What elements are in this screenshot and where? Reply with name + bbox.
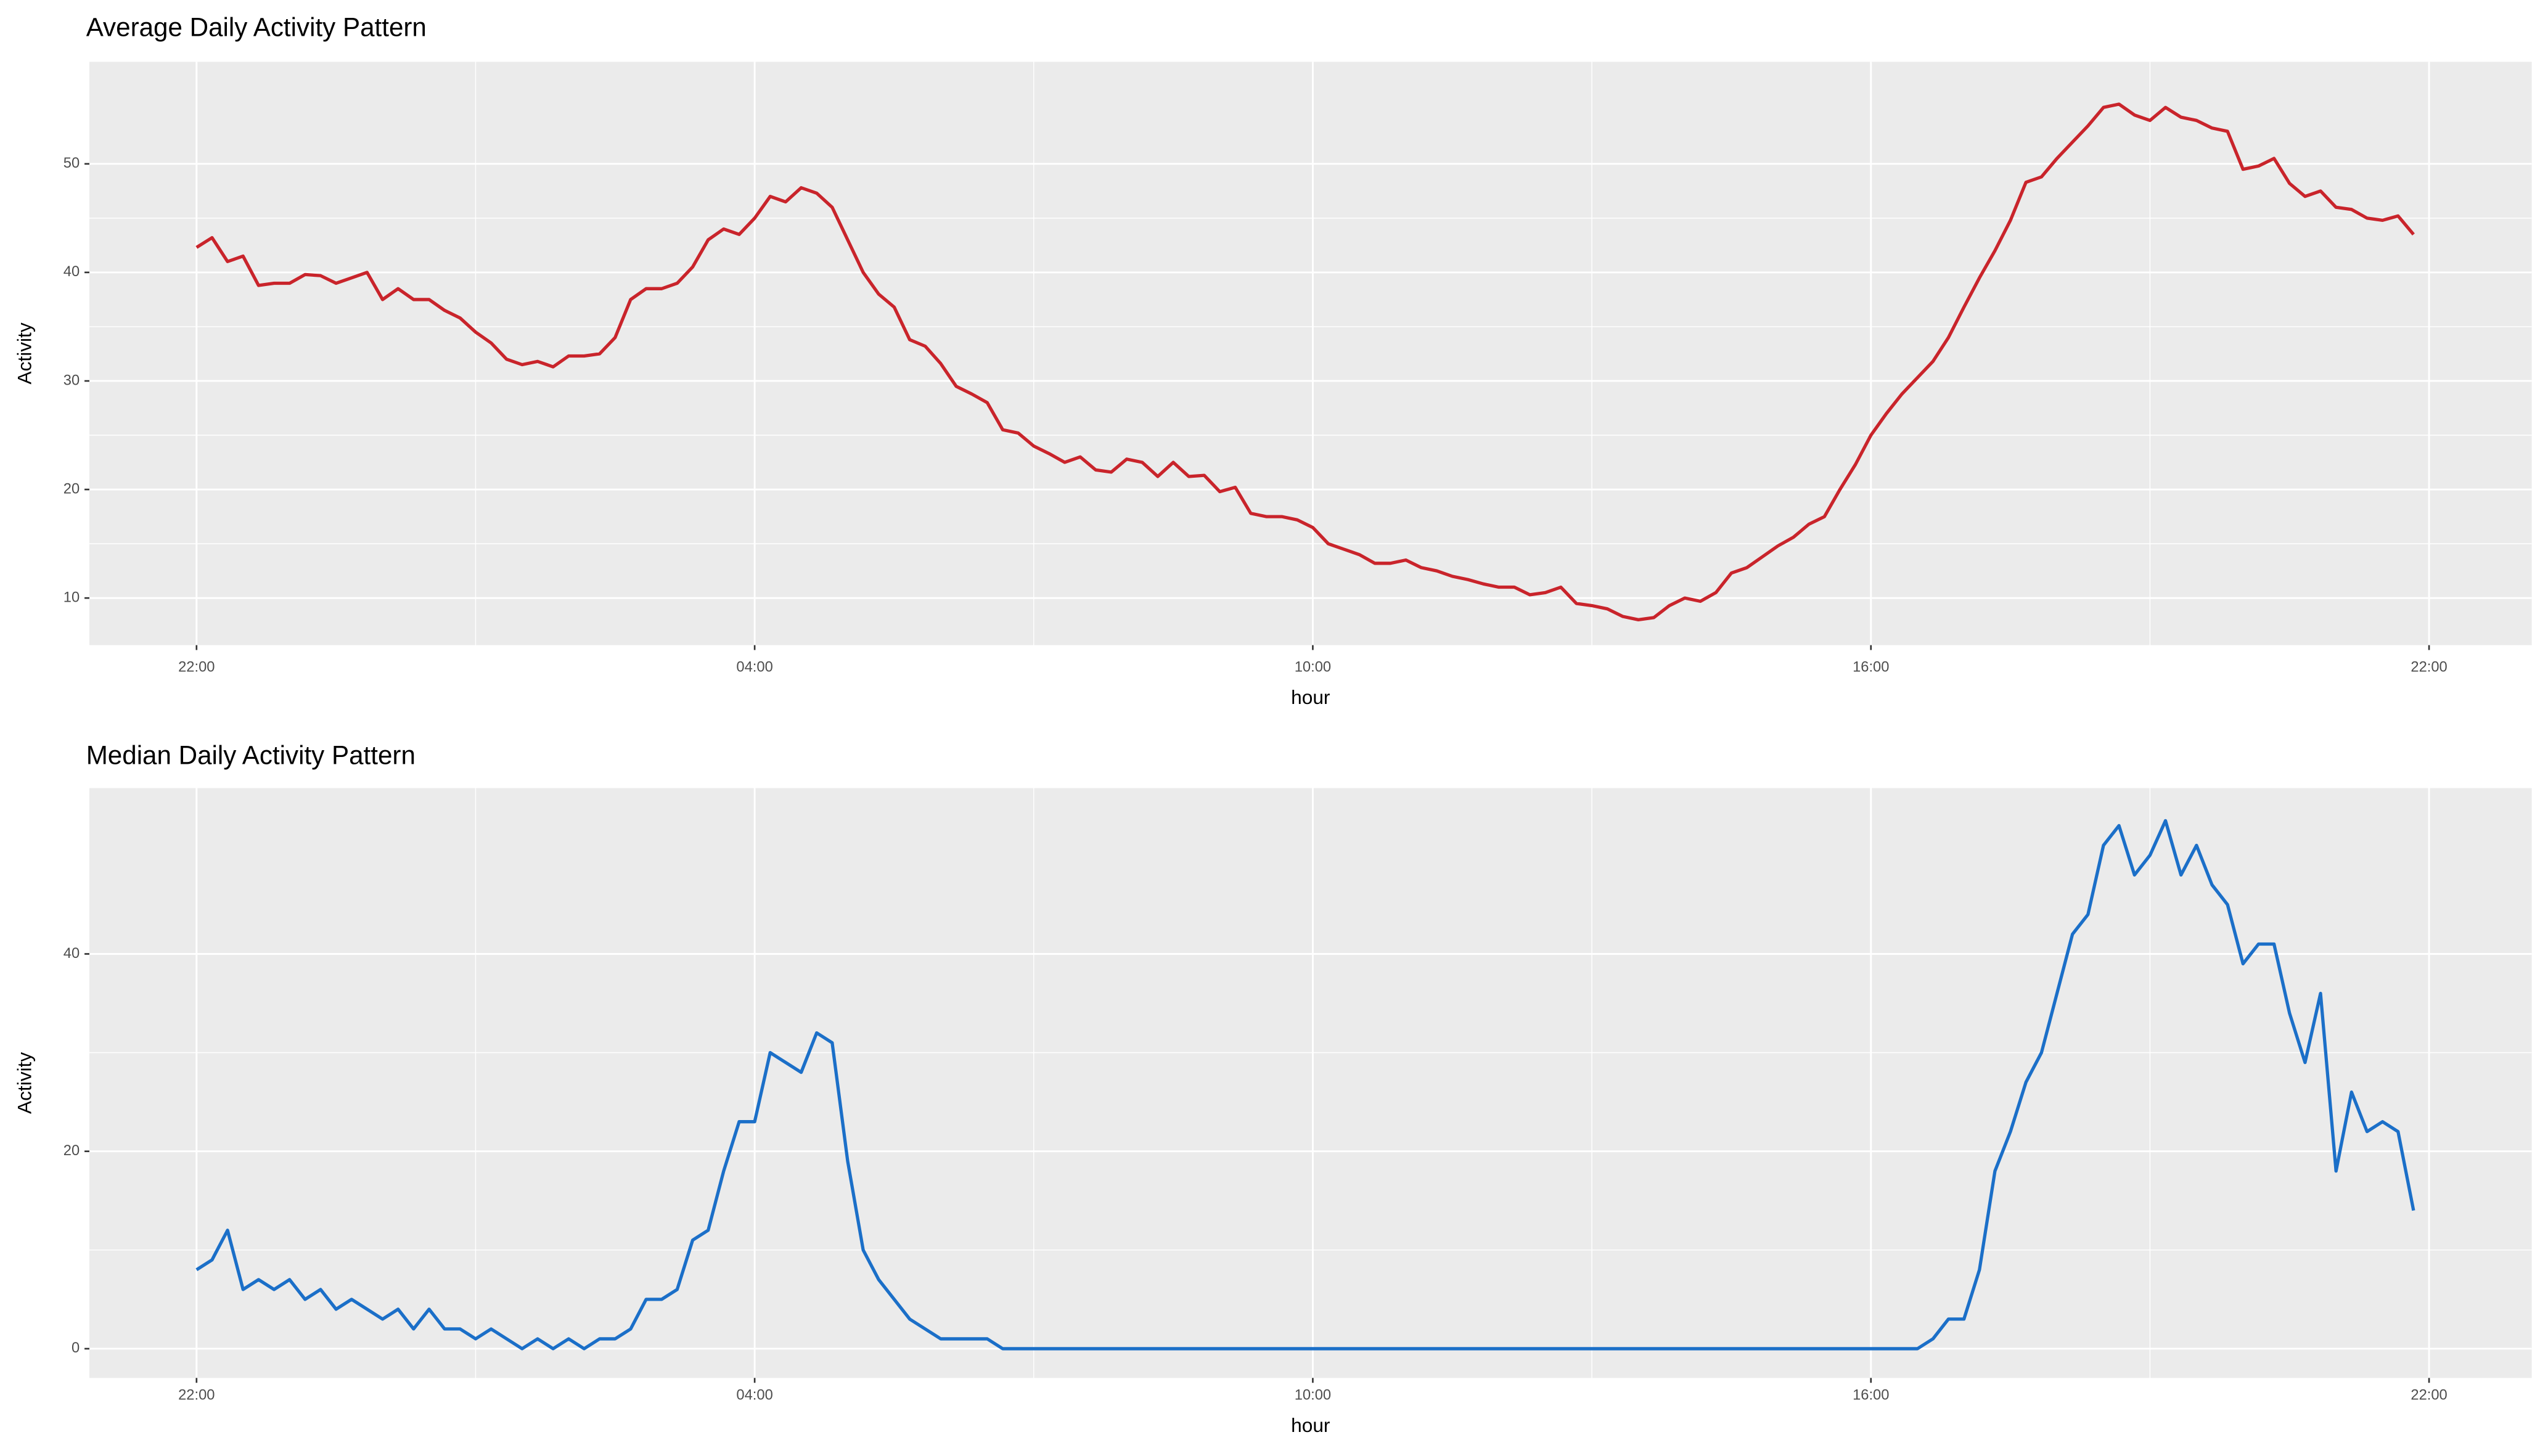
y-tick-label: 10 (63, 589, 80, 605)
x-axis-title: hour (1291, 686, 1330, 708)
y-axis-title: Activity (14, 322, 36, 384)
x-tick-label: 22:00 (2411, 660, 2447, 676)
y-tick-label: 30 (63, 372, 80, 388)
chart-title: Median Daily Activity Pattern (86, 741, 416, 770)
y-tick-label: 40 (63, 946, 80, 962)
x-tick-label: 22:00 (2411, 1388, 2447, 1404)
y-tick-label: 20 (63, 481, 80, 497)
y-tick-label: 0 (72, 1340, 80, 1356)
data-line (195, 102, 2415, 622)
chart-title: Average Daily Activity Pattern (86, 13, 427, 42)
x-axis-title: hour (1291, 1414, 1330, 1436)
x-tick-label: 10:00 (1295, 660, 1331, 676)
x-tick-label: 04:00 (736, 1388, 772, 1404)
plot-background (89, 62, 2532, 645)
x-tick-label: 16:00 (1853, 1388, 1889, 1404)
y-axis-title: Activity (14, 1052, 36, 1114)
x-tick-label: 16:00 (1853, 660, 1889, 676)
y-tick-label: 40 (63, 264, 80, 280)
data-line (195, 819, 2415, 1351)
plot-background (89, 788, 2532, 1378)
x-tick-label: 22:00 (178, 1388, 215, 1404)
x-tick-label: 10:00 (1295, 1388, 1331, 1404)
x-tick-label: 22:00 (178, 660, 215, 676)
y-tick-label: 20 (63, 1143, 80, 1159)
y-tick-label: 50 (63, 155, 80, 171)
x-tick-label: 04:00 (736, 660, 772, 676)
